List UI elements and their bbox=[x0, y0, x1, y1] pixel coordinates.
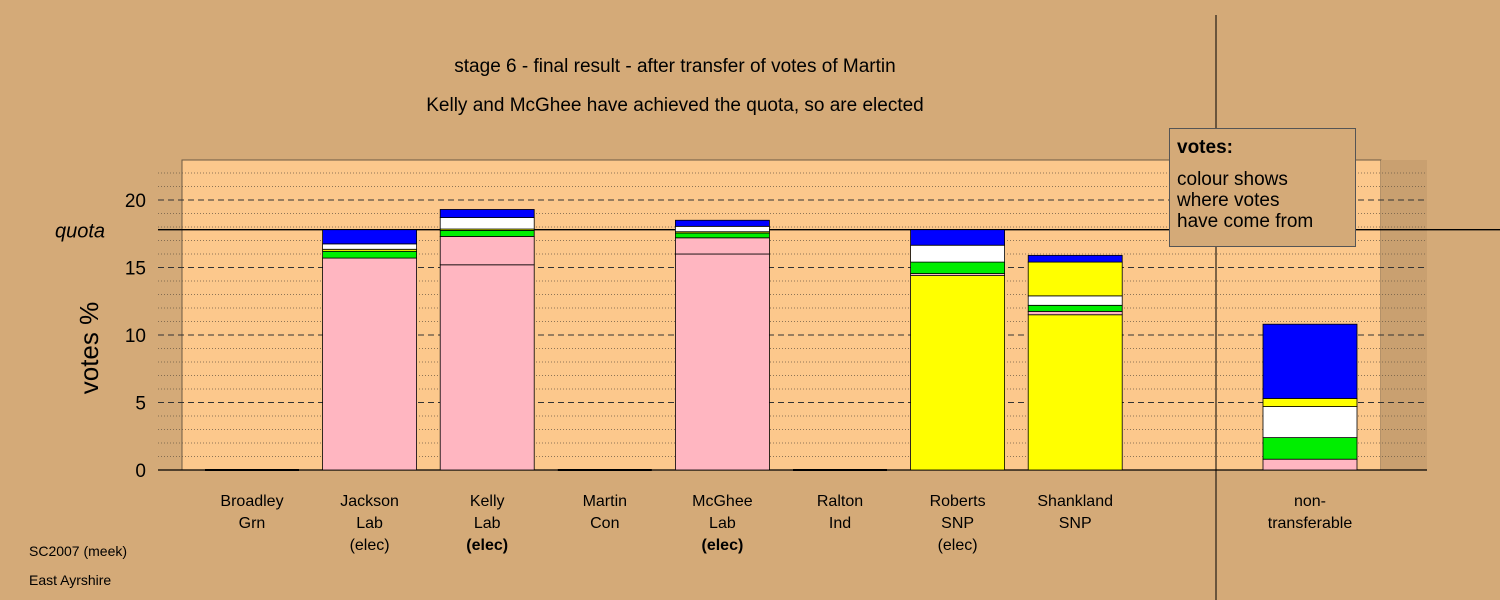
bar-segment bbox=[1027, 304, 1123, 312]
candidate-party-label: Lab bbox=[709, 515, 736, 532]
y-axis-label: votes % bbox=[74, 302, 104, 395]
bar-segment bbox=[910, 261, 1005, 274]
candidate-party-label: Con bbox=[590, 515, 619, 532]
candidate-party-label: SNP bbox=[941, 515, 974, 532]
bar-segment bbox=[439, 264, 535, 471]
footer-source: SC2007 (meek) bbox=[29, 543, 128, 559]
plot-side-strip bbox=[1381, 160, 1427, 470]
candidate-status-label: (elec) bbox=[702, 537, 744, 554]
candidate-name-label: McGhee bbox=[692, 493, 753, 510]
bar-segment bbox=[1027, 314, 1123, 471]
bar-segment bbox=[439, 236, 535, 266]
bar-segment bbox=[439, 209, 535, 218]
y-tick-label: 0 bbox=[135, 461, 146, 482]
bar-segment bbox=[1027, 261, 1123, 297]
legend-title: votes: bbox=[1177, 137, 1233, 158]
candidate-status-label: (elec) bbox=[350, 537, 390, 554]
bar-segment bbox=[1262, 437, 1358, 460]
candidate-name-label: Ralton bbox=[817, 493, 863, 510]
bar-segment bbox=[322, 250, 418, 259]
candidate-name-label: Broadley bbox=[220, 493, 283, 510]
bar-segment bbox=[910, 244, 1005, 263]
candidate-name-label: Kelly bbox=[470, 493, 505, 510]
y-tick-label: 20 bbox=[125, 191, 146, 212]
bar-segment bbox=[675, 237, 770, 255]
candidate-status-label: (elec) bbox=[938, 537, 978, 554]
candidate-party-label: Lab bbox=[474, 515, 501, 532]
candidate-name-label: Jackson bbox=[340, 493, 399, 510]
candidate-status-label: (elec) bbox=[466, 537, 508, 554]
bar-segment bbox=[439, 229, 535, 237]
candidate-party-label: Lab bbox=[356, 515, 383, 532]
bar-segment bbox=[1262, 406, 1358, 438]
bar-segment bbox=[1027, 295, 1123, 306]
bar-segment bbox=[675, 253, 770, 471]
candidate-party-label: Ind bbox=[829, 515, 851, 532]
y-tick-label: 15 bbox=[125, 259, 146, 280]
candidate-party-label: Grn bbox=[239, 515, 266, 532]
chart-title: stage 6 - final result - after transfer … bbox=[454, 56, 896, 77]
footer-region: East Ayrshire bbox=[29, 572, 112, 588]
candidate-name-label: Roberts bbox=[930, 493, 986, 510]
legend-box: votes: colour shows where votes have com… bbox=[1169, 128, 1356, 247]
non-transferable-label: non- bbox=[1294, 493, 1326, 510]
bar-segment bbox=[910, 229, 1005, 246]
bar-segment bbox=[1262, 323, 1358, 399]
quota-label: quota bbox=[55, 221, 105, 243]
bar-segment bbox=[675, 219, 770, 227]
y-tick-label: 10 bbox=[125, 326, 146, 347]
bar-segment bbox=[1027, 254, 1123, 263]
bar-segment bbox=[675, 225, 770, 233]
legend-line: colour shows bbox=[1177, 169, 1288, 190]
candidate-party-label: SNP bbox=[1059, 515, 1092, 532]
candidate-name-label: Martin bbox=[583, 493, 627, 510]
bar-segment bbox=[1262, 458, 1358, 471]
bar-segment bbox=[1262, 398, 1358, 407]
bar-segment bbox=[322, 229, 418, 245]
bar-segment bbox=[439, 217, 535, 230]
bar-segment bbox=[675, 232, 770, 239]
chart-subtitle: Kelly and McGhee have achieved the quota… bbox=[426, 95, 924, 116]
bar-segment bbox=[1027, 310, 1123, 316]
bar-segment bbox=[322, 243, 418, 250]
legend-line: where votes bbox=[1177, 190, 1280, 211]
non-transferable-label: transferable bbox=[1268, 515, 1353, 532]
bar-segment bbox=[910, 275, 1005, 471]
candidate-name-label: Shankland bbox=[1037, 493, 1113, 510]
legend-line: have come from bbox=[1177, 211, 1314, 232]
bar-segment bbox=[322, 257, 418, 471]
y-tick-label: 5 bbox=[135, 394, 146, 415]
